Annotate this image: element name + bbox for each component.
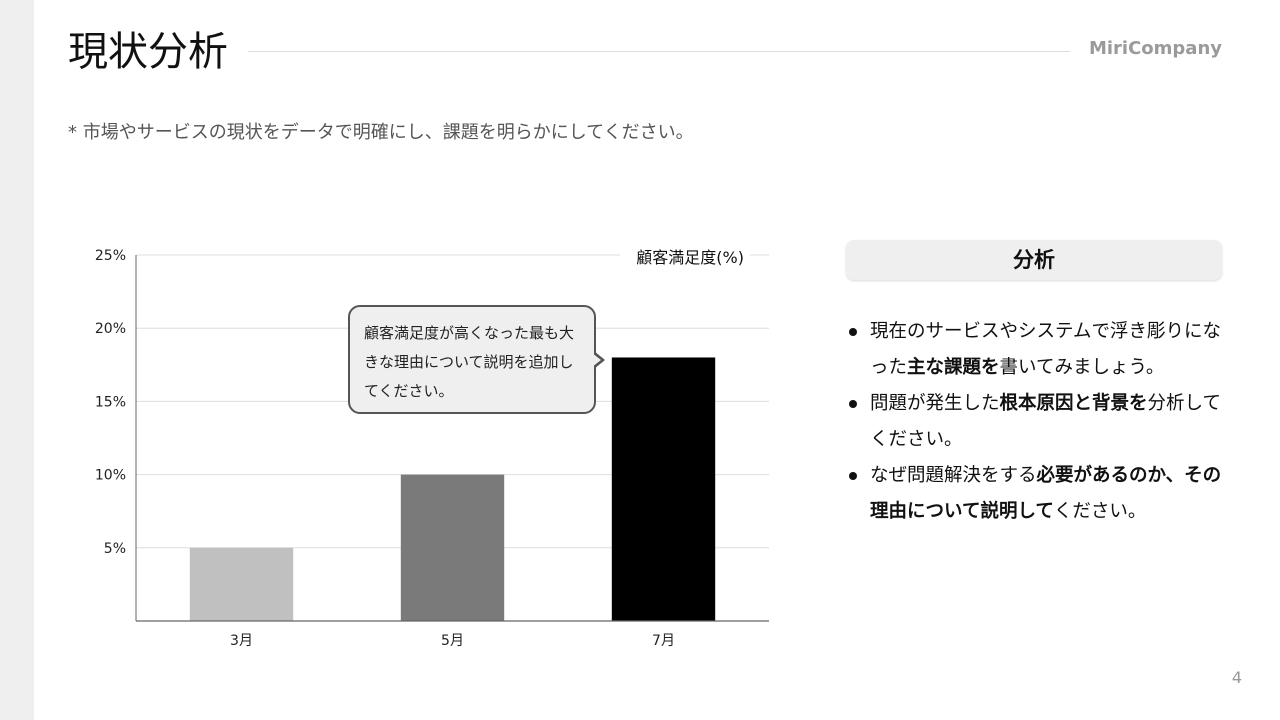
y-tick-label: 20% [95, 321, 126, 337]
y-tick-label: 15% [95, 394, 126, 410]
y-tick-label: 25% [95, 248, 126, 264]
analysis-bullet: 問題が発生した根本原因と背景を分析してください。 [848, 386, 1238, 458]
analysis-bullet: 現在のサービスやシステムで浮き彫りになった主な課題を書いてみましょう。 [848, 314, 1238, 386]
bar-5月 [400, 474, 505, 621]
bold-text: 根本原因と背景を [999, 393, 1148, 414]
analysis-heading: 分析 [846, 240, 1222, 280]
brand-logo-text: MiriCompany [1088, 38, 1222, 59]
bold-text: 主な課題を [907, 357, 1000, 378]
text: 現在のサービスやシステムで浮き彫りになった [870, 321, 1221, 378]
x-tick-label: 5月 [441, 633, 464, 649]
x-tick-label: 7月 [652, 633, 675, 649]
page-title: 現状分析 [68, 29, 228, 75]
legend-background [620, 244, 750, 268]
callout-tail [592, 351, 605, 369]
page-subtitle: * 市場やサービスの現状をデータで明確にし、課題を明らかにしてください。 [68, 122, 694, 143]
left-margin-strip [0, 0, 34, 720]
text: ください。 [1053, 501, 1147, 522]
bar-7月 [611, 357, 716, 621]
analysis-bullet: なぜ問題解決をする必要があるのか、その理由について説明してください。 [848, 458, 1238, 530]
y-tick-label: 5% [104, 541, 126, 557]
text: 問題が発生した [870, 393, 1000, 414]
chart-title: 顧客満足度(%) [636, 248, 744, 267]
bold-text: 必要があるのか、その理由について説明して [870, 465, 1222, 522]
text: 分析してください。 [870, 393, 1221, 450]
annotation-callout: 顧客満足度が高くなった最も大きな理由について説明を追加してください。 [348, 305, 596, 414]
page-number: 4 [1231, 668, 1242, 687]
text: なぜ問題解決をする [870, 465, 1037, 486]
text: 書いてみましょう。 [999, 357, 1165, 378]
x-tick-label: 3月 [230, 633, 253, 649]
bar-chart: 5% 10% 15% 20% 25% 3月 5月 7月 顧客満足度(%) [94, 244, 769, 649]
y-tick-label: 10% [95, 468, 126, 484]
analysis-bullet-list: 現在のサービスやシステムで浮き彫りになった主な課題を書いてみましょう。 問題が発生… [848, 314, 1238, 530]
bar-3月 [189, 547, 294, 621]
title-divider [248, 51, 1070, 52]
